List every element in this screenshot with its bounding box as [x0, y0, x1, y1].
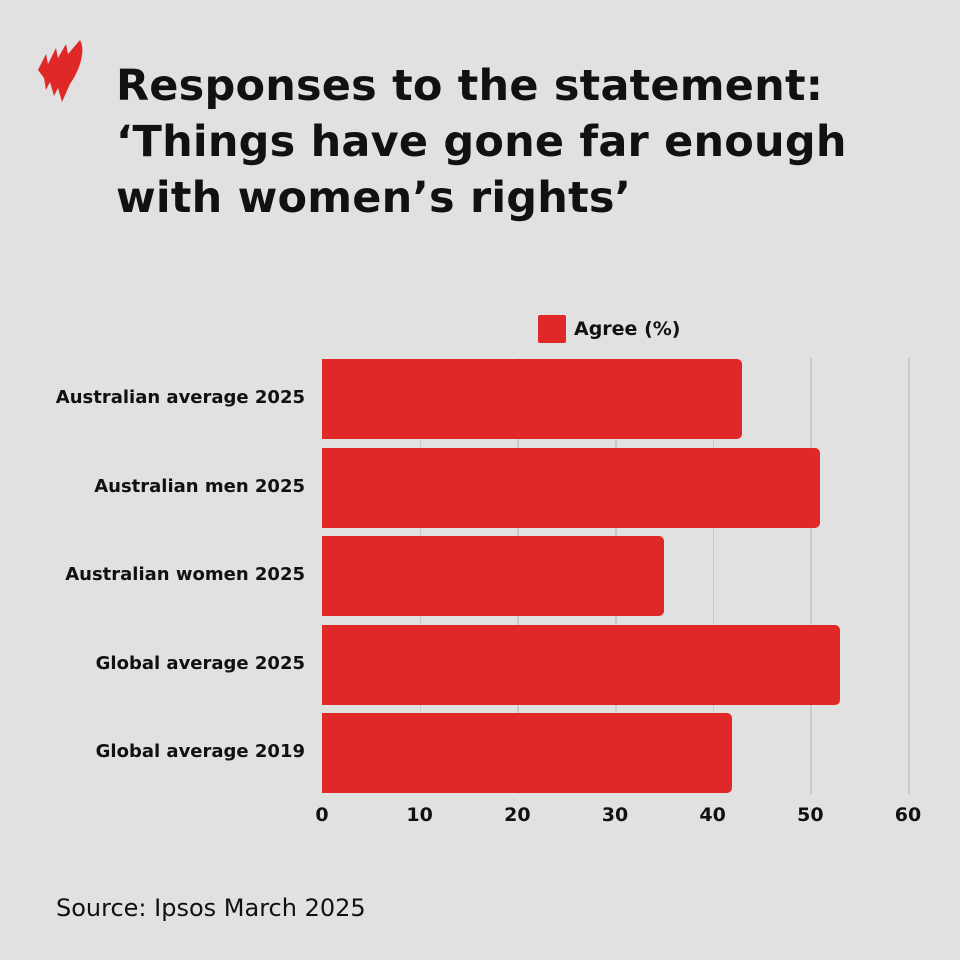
x-tick-label: 10: [406, 804, 433, 826]
sbs-logo-icon: [38, 40, 83, 102]
plot-area: [322, 358, 910, 794]
x-tick-label: 20: [504, 804, 531, 826]
legend: Agree (%): [538, 315, 680, 343]
bar: [322, 536, 664, 616]
bar: [322, 359, 742, 439]
title-line-3: with women’s rights’: [116, 173, 632, 223]
chart-title: Responses to the statement: ‘Things have…: [116, 58, 936, 226]
title-line-2: ‘Things have gone far enough: [116, 117, 847, 167]
legend-label: Agree (%): [574, 318, 681, 340]
category-label: Australian men 2025: [94, 475, 305, 497]
gridline: [712, 358, 715, 794]
title-line-1: Responses to the statement:: [116, 61, 824, 111]
category-label: Global average 2019: [95, 741, 305, 762]
category-label: Australian women 2025: [65, 564, 305, 585]
x-tick-label: 60: [894, 804, 922, 826]
source-note: Source: Ipsos March 2025: [56, 894, 366, 922]
x-tick-label: 50: [797, 804, 824, 826]
gridline: [810, 358, 812, 794]
x-tick-label: 40: [699, 804, 726, 826]
bar: [322, 624, 840, 705]
category-label: Global average 2025: [95, 652, 305, 674]
legend-swatch: [538, 315, 566, 343]
category-label: Australian average 2025: [55, 387, 305, 408]
x-tick-label: 30: [601, 804, 629, 826]
bar: [322, 447, 821, 528]
gridline: [908, 358, 910, 794]
bar: [322, 713, 733, 793]
x-tick-label: 0: [315, 804, 329, 826]
